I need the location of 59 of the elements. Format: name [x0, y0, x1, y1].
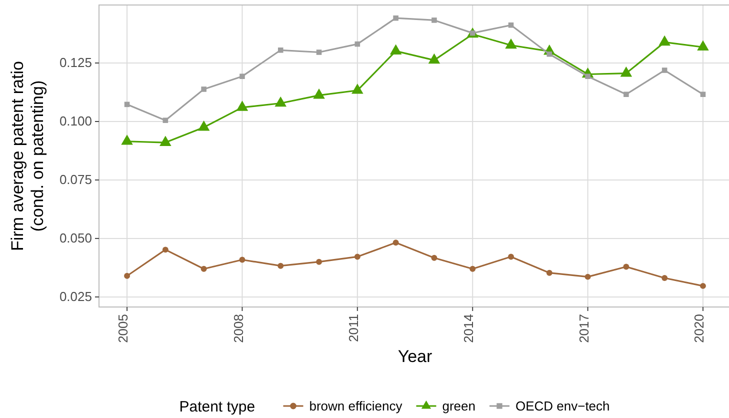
point: [432, 18, 437, 23]
point: [508, 22, 514, 28]
point: [584, 274, 591, 280]
point: [124, 272, 130, 279]
point: [239, 256, 246, 263]
point: [240, 74, 245, 79]
point: [585, 74, 590, 79]
point: [697, 40, 709, 51]
point: [198, 120, 210, 131]
point: [354, 254, 360, 260]
point: [200, 266, 207, 272]
point: [505, 38, 517, 49]
y-tick-label: 0.050: [59, 230, 92, 246]
legend-label: green: [442, 398, 476, 414]
point: [392, 240, 399, 246]
x-tick-label: 2008: [230, 314, 246, 343]
x-tick-label: 2020: [692, 314, 707, 343]
point: [620, 66, 632, 77]
point: [352, 84, 364, 94]
point: [316, 258, 322, 265]
x-tick-label: 2014: [461, 314, 476, 343]
point: [624, 92, 629, 98]
point: [623, 264, 630, 270]
point: [428, 53, 440, 64]
y-tick-label: 0.075: [59, 172, 92, 188]
point: [508, 254, 514, 260]
point: [316, 50, 322, 55]
point: [201, 86, 206, 92]
point: [390, 44, 402, 54]
point: [546, 270, 552, 276]
x-tick-label: 2017: [576, 314, 592, 343]
y-tick-label: 0.025: [59, 289, 92, 304]
point: [313, 88, 325, 99]
point: [662, 275, 668, 281]
point: [546, 51, 552, 57]
legend-title: Patent type: [179, 398, 256, 416]
point: [662, 68, 668, 73]
point: [470, 266, 476, 272]
point: [160, 136, 172, 146]
point: [278, 48, 284, 53]
y-tick-label: 0.100: [59, 114, 92, 129]
legend-label: brown efficiency: [309, 398, 403, 414]
point: [162, 118, 168, 123]
y-axis-title: Firm average patent ratio (cond. on patenting): [8, 61, 47, 251]
point: [236, 100, 248, 111]
x-tick-label: 2011: [346, 314, 361, 342]
point: [274, 96, 286, 107]
point: [393, 15, 398, 21]
point: [658, 35, 670, 46]
point: [121, 134, 133, 145]
x-axis-title: Year: [398, 347, 433, 366]
y-tick-label: 0.125: [59, 55, 92, 70]
point: [700, 92, 706, 98]
point: [700, 282, 706, 289]
x-tick-label: 2005: [116, 314, 131, 343]
point: [278, 262, 284, 269]
legend-label: OECD env−tech: [515, 398, 610, 414]
point: [162, 246, 168, 253]
point: [431, 254, 438, 261]
